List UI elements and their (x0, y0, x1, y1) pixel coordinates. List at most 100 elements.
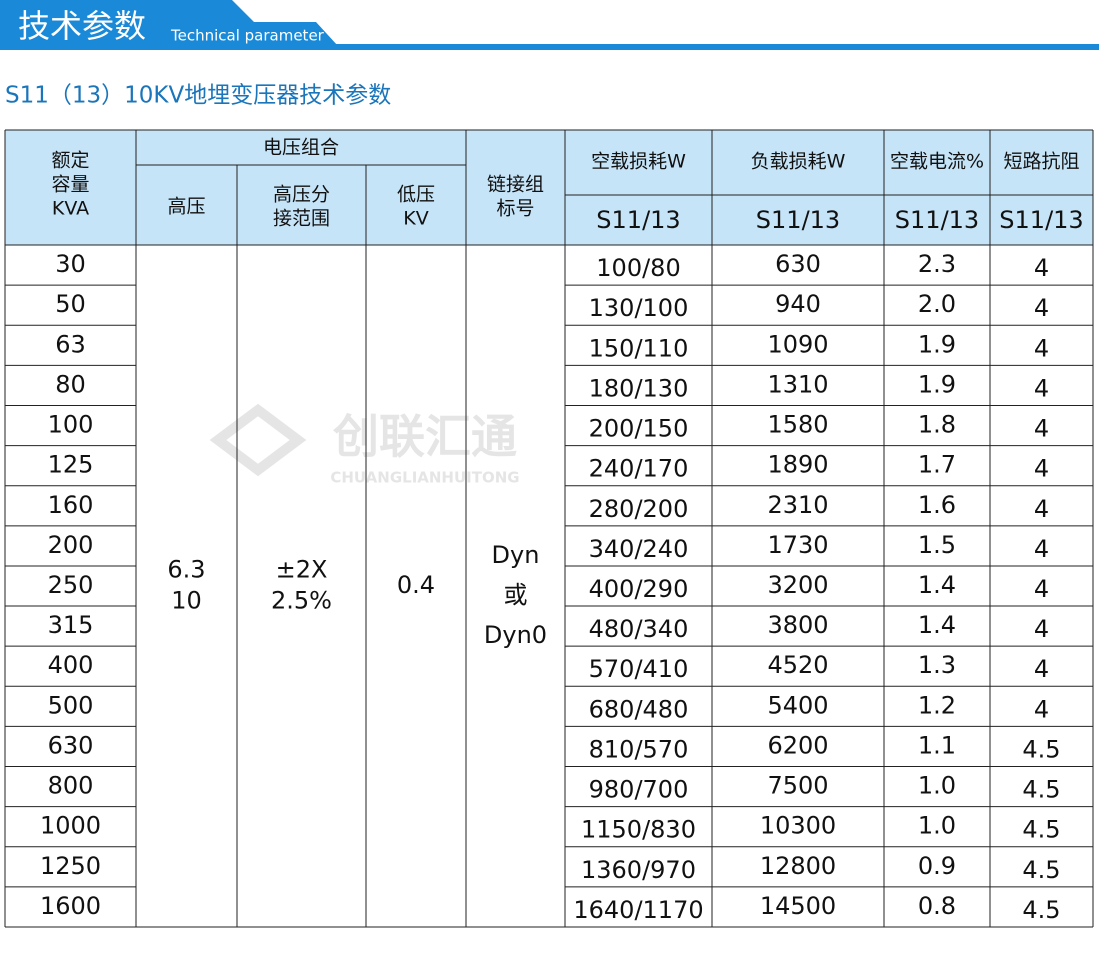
cell-value: 4 (1034, 655, 1049, 683)
header-tab (0, 0, 338, 46)
head-model: S11/13 (596, 206, 680, 234)
cell-value: 180/130 (589, 374, 689, 402)
cell-value: 630 (48, 731, 94, 759)
cell-value: 1150/830 (581, 816, 696, 844)
cell-value: 125 (48, 451, 94, 479)
cell-value: 630 (775, 250, 821, 278)
subtitle: S11（13）10KV地埋变压器技术参数 (5, 83, 391, 109)
head-rated: 额定 (51, 150, 89, 172)
cell-value: 570/410 (589, 655, 689, 683)
cell-value: 4 (1034, 695, 1049, 723)
head-voltage-group: 电压组合 (263, 137, 339, 159)
cell-value: 10300 (760, 812, 836, 840)
cell-value: 800 (48, 772, 94, 800)
cell-value: 7500 (767, 772, 828, 800)
cell-value: 4 (1034, 415, 1049, 443)
cell-value: 4.5 (1022, 776, 1060, 804)
cell-value: 4 (1034, 374, 1049, 402)
cell-value: 1.9 (918, 370, 956, 398)
cell-value: 680/480 (589, 695, 689, 723)
cell-value: 2.3 (918, 250, 956, 278)
merged-vector: Dyn (492, 541, 540, 569)
cell-value: 100/80 (596, 254, 680, 282)
cell-value: 1.6 (918, 491, 956, 519)
head-impedance: 短路抗阻 (1003, 151, 1079, 173)
head-model: S11/13 (895, 206, 979, 234)
cell-value: 940 (775, 290, 821, 318)
cell-value: 0.8 (918, 892, 956, 920)
cell-value: 63 (55, 330, 86, 358)
cell-value: 14500 (760, 892, 836, 920)
cell-value: 1310 (767, 370, 828, 398)
cell-value: 1.2 (918, 691, 956, 719)
cell-value: 500 (48, 691, 94, 719)
cell-value: 3800 (767, 611, 828, 639)
cell-value: 6200 (767, 731, 828, 759)
head-model: S11/13 (756, 206, 840, 234)
cell-value: 4.5 (1022, 816, 1060, 844)
head-rated: 容量 (51, 174, 89, 196)
cell-value: 1360/970 (581, 856, 696, 884)
table-grid (4, 129, 1094, 928)
cell-value: 1000 (40, 812, 101, 840)
cell-value: 4 (1034, 495, 1049, 523)
cell-value: 240/170 (589, 455, 689, 483)
merged-vector: Dyn0 (484, 621, 547, 649)
merged-tap: ±2X (276, 556, 328, 584)
cell-value: 30 (55, 250, 86, 278)
cell-value: 1.3 (918, 651, 956, 679)
cell-value: 1640/1170 (573, 896, 703, 924)
cell-value: 1.9 (918, 330, 956, 358)
cell-value: 4 (1034, 535, 1049, 563)
cell-value: 200/150 (589, 415, 689, 443)
header-line (0, 44, 1099, 50)
cell-value: 100 (48, 411, 94, 439)
cell-value: 3200 (767, 571, 828, 599)
head-rated: KVA (52, 198, 89, 220)
cell-value: 1.0 (918, 772, 956, 800)
cell-value: 250 (48, 571, 94, 599)
head-no-load-loss: 空载损耗W (591, 151, 686, 173)
head-no-load-current: 空载电流% (890, 151, 984, 173)
cell-value: 1.4 (918, 571, 956, 599)
cell-value: 150/110 (589, 334, 689, 362)
cell-value: 280/200 (589, 495, 689, 523)
header-title-en: Technical parameter (170, 27, 325, 45)
cell-value: 4 (1034, 575, 1049, 603)
cell-value: 1.4 (918, 611, 956, 639)
cell-value: 4.5 (1022, 856, 1060, 884)
cell-value: 4520 (767, 651, 828, 679)
cell-value: 2310 (767, 491, 828, 519)
cell-value: 4 (1034, 254, 1049, 282)
cell-value: 1250 (40, 852, 101, 880)
cell-value: 980/700 (589, 776, 689, 804)
merged-lv: 0.4 (397, 571, 435, 599)
head-vector: 链接组 (487, 174, 544, 196)
cell-value: 1090 (767, 330, 828, 358)
table-head-bg (5, 130, 1093, 245)
cell-value: 810/570 (589, 735, 689, 763)
watermark-name-en: CHUANGLIANHUITONG (330, 469, 519, 487)
merged-hv: 6.3 (167, 556, 205, 584)
cell-value: 1580 (767, 411, 828, 439)
cell-value: 80 (55, 370, 86, 398)
cell-value: 0.9 (918, 852, 956, 880)
merged-tap: 2.5% (271, 587, 332, 615)
cell-value: 1.8 (918, 411, 956, 439)
cell-value: 1.5 (918, 531, 956, 559)
cell-value: 1730 (767, 531, 828, 559)
head-tap: 接范围 (273, 208, 330, 230)
cell-value: 480/340 (589, 615, 689, 643)
cell-value: 130/100 (589, 294, 689, 322)
head-tap: 高压分 (273, 184, 330, 206)
head-model: S11/13 (999, 206, 1083, 234)
cell-value: 50 (55, 290, 86, 318)
cell-value: 4.5 (1022, 896, 1060, 924)
cell-value: 4 (1034, 615, 1049, 643)
merged-hv: 10 (171, 587, 202, 615)
cell-value: 340/240 (589, 535, 689, 563)
head-hv: 高压 (167, 196, 205, 218)
